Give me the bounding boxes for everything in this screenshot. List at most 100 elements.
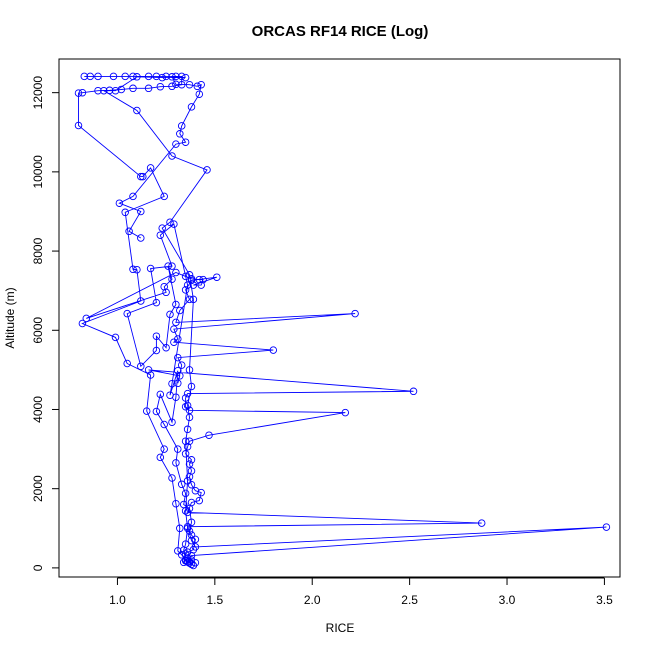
data-point — [269, 346, 278, 354]
data-point — [183, 442, 192, 451]
data-point — [185, 437, 194, 445]
data-point — [162, 72, 170, 81]
data-point — [197, 281, 205, 289]
x-tick-label: 2.0 — [304, 593, 321, 607]
data-point — [181, 556, 190, 564]
plot-area — [74, 72, 611, 570]
data-point — [172, 300, 180, 309]
data-point — [185, 295, 194, 304]
data-point — [139, 172, 147, 181]
data-point — [602, 523, 611, 531]
x-tick-label: 1.0 — [109, 593, 126, 607]
data-point — [191, 486, 200, 495]
series-line — [102, 76, 208, 561]
data-point — [166, 218, 174, 226]
data-point — [179, 558, 188, 567]
data-point — [133, 73, 141, 81]
data-point — [183, 401, 192, 410]
data-point — [172, 80, 180, 89]
data-point — [181, 272, 190, 281]
data-point — [187, 531, 196, 539]
data-point — [185, 504, 194, 513]
data-point — [181, 437, 190, 445]
data-point — [74, 89, 83, 97]
data-point — [174, 335, 182, 343]
data-point — [137, 207, 145, 216]
data-point — [162, 343, 170, 352]
data-point — [94, 86, 102, 95]
data-point — [195, 90, 204, 98]
data-point — [213, 273, 221, 281]
data-point — [170, 220, 178, 228]
data-point — [129, 265, 137, 274]
data-point — [109, 72, 118, 81]
data-point — [156, 390, 165, 399]
data-point — [185, 80, 194, 89]
data-point — [129, 192, 137, 201]
data-point — [477, 519, 486, 527]
data-point — [164, 262, 172, 270]
data-point — [189, 295, 198, 304]
data-point — [152, 407, 161, 416]
y-tick-label: 6000 — [31, 317, 45, 344]
data-point — [187, 536, 196, 545]
data-point — [111, 86, 120, 95]
data-point — [146, 371, 155, 379]
data-point — [160, 420, 168, 429]
data-point — [177, 80, 186, 89]
data-point — [183, 389, 192, 398]
data-point — [191, 535, 200, 544]
x-tick-label: 3.0 — [499, 593, 516, 607]
data-point — [176, 524, 184, 533]
data-point — [80, 72, 89, 81]
data-point — [156, 231, 165, 239]
data-point — [187, 518, 196, 527]
data-point — [181, 507, 190, 515]
chart-title: ORCAS RF14 RICE (Log) — [252, 23, 429, 40]
data-point — [172, 459, 180, 467]
x-tick-label: 3.5 — [596, 593, 613, 607]
data-point — [137, 297, 145, 305]
data-point — [123, 359, 131, 368]
data-point — [82, 314, 91, 323]
data-point — [185, 413, 194, 422]
series-line — [78, 75, 607, 566]
data-point — [152, 72, 161, 81]
data-point — [158, 73, 166, 82]
data-point — [181, 450, 190, 458]
data-point — [168, 474, 176, 482]
data-point — [166, 310, 174, 319]
data-point — [160, 445, 168, 453]
data-point — [183, 554, 192, 562]
data-point — [168, 418, 176, 426]
data-point — [74, 121, 83, 130]
data-point — [144, 72, 153, 81]
data-point — [123, 309, 131, 318]
y-axis-label: Altitude (m) — [3, 287, 17, 348]
data-point — [172, 140, 180, 148]
data-point — [129, 84, 137, 93]
data-point — [117, 85, 126, 94]
y-tick-label: 4000 — [31, 396, 45, 423]
y-tick-label: 0 — [31, 564, 45, 571]
data-point — [168, 379, 176, 388]
data-point — [168, 73, 176, 81]
data-point — [162, 288, 170, 297]
data-point — [185, 271, 194, 279]
y-tick-label: 8000 — [31, 237, 45, 264]
data-point — [183, 425, 192, 434]
data-point — [133, 265, 141, 274]
data-point — [351, 309, 359, 318]
data-point — [174, 445, 182, 453]
data-point — [115, 199, 124, 207]
data-point — [177, 122, 186, 130]
data-point — [181, 286, 190, 294]
data-point — [174, 379, 182, 388]
x-tick-label: 1.5 — [206, 593, 223, 607]
data-point — [168, 275, 176, 283]
data-point — [168, 152, 176, 160]
data-point — [144, 366, 153, 374]
data-point — [111, 333, 120, 342]
data-point — [187, 382, 196, 391]
